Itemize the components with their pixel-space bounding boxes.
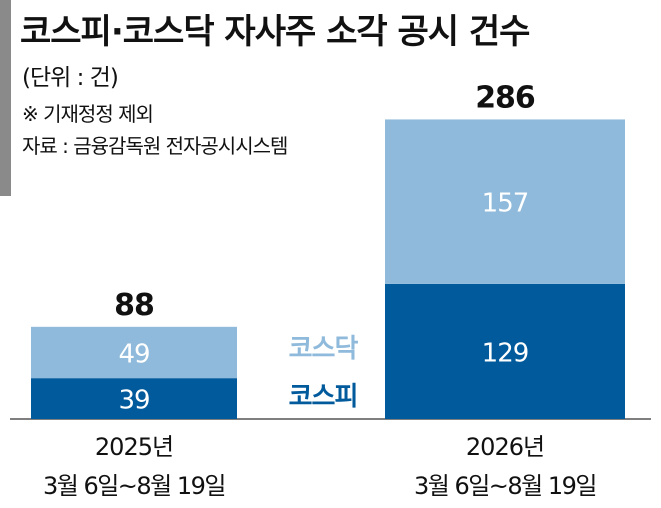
bar-kospi-2 [385,283,625,419]
legend-kosdaq: 코스닥 [289,334,359,364]
data-label-kospi-2: 129 [482,338,529,368]
category-label-year-2: 2026년 [466,433,544,461]
data-label-kosdaq-1: 49 [118,339,149,369]
data-label-kosdaq-2: 157 [482,189,529,219]
total-label-2: 286 [475,80,535,115]
bar-kospi-1 [31,378,237,419]
chart-title: 코스피·코스닥 자사주 소각 공시 건수 [20,12,530,52]
bar-kosdaq-2 [385,119,625,284]
category-label-period-2: 3월 6일~8월 19일 [414,472,596,500]
category-label-year-1: 2025년 [95,433,173,461]
accent-bar [0,0,11,196]
legend-kospi: 코스피 [289,382,358,412]
category-label-period-1: 3월 6일~8월 19일 [43,472,225,500]
unit-label: (단위 : 건) [22,65,119,91]
source-label: 자료 : 금융감독원 전자공시시스템 [22,134,288,158]
bar-kosdaq-1 [31,326,237,379]
note-label: ※ 기재정정 제외 [22,102,154,126]
data-label-kospi-1: 39 [118,386,149,416]
total-label-1: 88 [114,288,154,323]
